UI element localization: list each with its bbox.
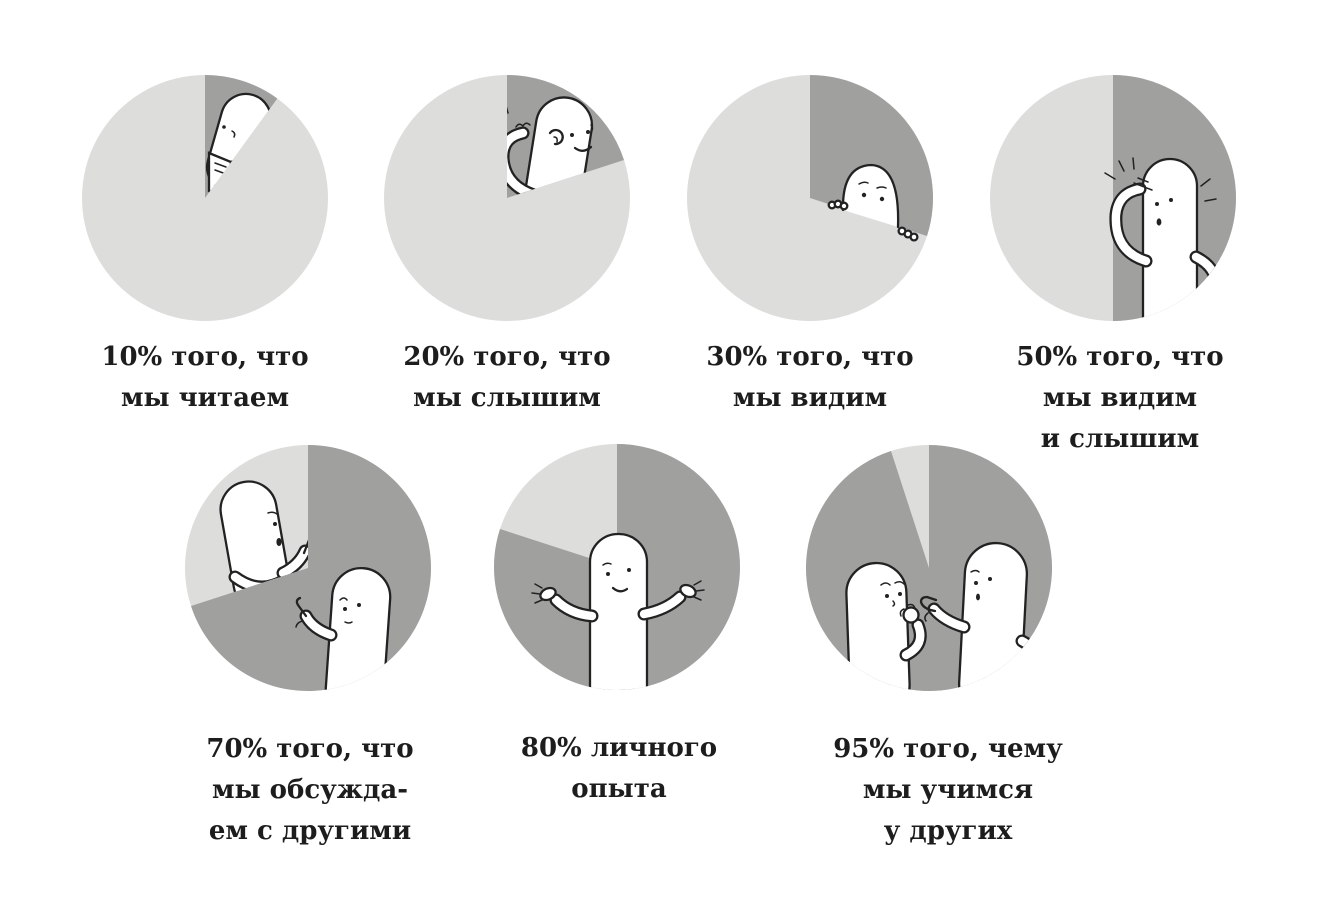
- pie-highlight-slice: [810, 75, 934, 237]
- pie-caption: 50% того, что мы видим и слышим: [1016, 337, 1223, 460]
- pie-chart: [687, 75, 934, 321]
- pie-caption: 95% того, чему мы учимся у других: [833, 729, 1063, 852]
- caption-line: и слышим: [1040, 424, 1200, 454]
- caption-line: ем с другими: [208, 816, 412, 846]
- caption-line: мы видим: [1042, 383, 1198, 413]
- caption-line: 30% того, что: [706, 342, 914, 372]
- caption-line: мы видим: [732, 383, 888, 413]
- pie-caption: 70% того, что мы обсужда-ем с другими: [206, 729, 413, 852]
- pie-caption: 10% того, что мы читаем: [101, 337, 308, 419]
- pie-caption: 30% того, что мы видим: [706, 337, 913, 419]
- pie-block-20-percent: 20% того, что мы слышим: [347, 73, 667, 419]
- pie-chart: [82, 75, 328, 321]
- pie-block-30-percent: 30% того, что мы видим: [650, 73, 970, 419]
- pie-chart: [805, 445, 1052, 691]
- caption-line: 70% того, что: [206, 734, 414, 764]
- caption-line: мы читаем: [120, 383, 290, 413]
- pie-block-10-percent: 10% того, что мы читаем: [45, 73, 365, 419]
- caption-line: 50% того, что: [1016, 342, 1224, 372]
- caption-line: 20% того, что: [403, 342, 611, 372]
- caption-line: опыта: [571, 774, 667, 804]
- pie-caption: 20% того, что мы слышим: [403, 337, 610, 419]
- caption-line: 95% того, чему: [833, 734, 1063, 764]
- caption-line: мы обсужда-: [211, 775, 409, 805]
- caption-line: мы слышим: [413, 383, 601, 413]
- pie-caption: 80% личного опыта: [521, 728, 717, 810]
- caption-line: 80% личного: [520, 733, 718, 763]
- pie-chart: [384, 75, 630, 321]
- pie-chart: [185, 445, 431, 691]
- caption-line: 10% того, что: [101, 342, 309, 372]
- pie-block-80-percent: 80% личного опыта: [457, 442, 777, 810]
- pie-chart: [990, 75, 1236, 321]
- pie-block-70-percent: 70% того, что мы обсужда-ем с другими: [148, 443, 468, 852]
- pie-chart: [493, 444, 740, 690]
- caption-line: мы учимся: [862, 775, 1034, 805]
- pie-block-50-percent: 50% того, что мы видим и слышим: [953, 73, 1273, 460]
- caption-line: у других: [883, 816, 1013, 846]
- pie-block-95-percent: 95% того, чему мы учимся у других: [769, 443, 1089, 852]
